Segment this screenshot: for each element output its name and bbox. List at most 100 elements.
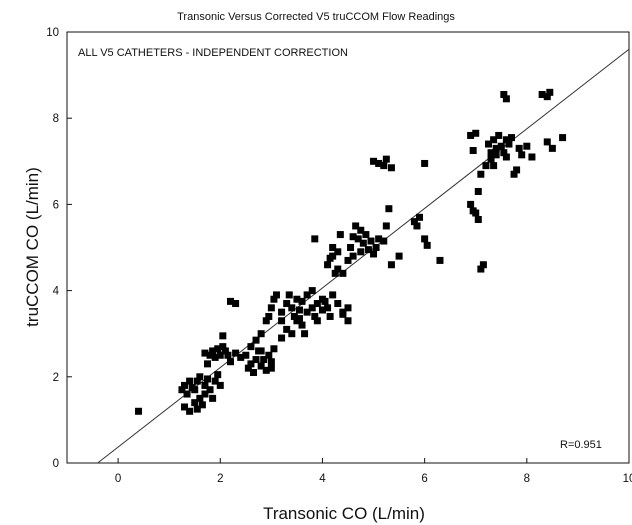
data-point	[410, 218, 418, 226]
data-point	[211, 353, 219, 361]
data-point	[324, 261, 332, 269]
data-point	[201, 390, 209, 398]
data-point	[193, 405, 201, 413]
data-point	[206, 386, 214, 394]
data-point	[490, 136, 498, 144]
data-point	[344, 317, 352, 325]
data-point	[242, 351, 250, 359]
data-point	[329, 252, 337, 260]
data-point	[265, 312, 273, 320]
x-tick-label: 2	[217, 473, 223, 485]
x-tick-label: 0	[115, 473, 121, 485]
data-point	[298, 321, 306, 329]
data-point	[497, 142, 505, 150]
data-point	[477, 265, 485, 273]
data-point	[196, 373, 204, 381]
data-point	[267, 358, 275, 366]
data-point	[387, 261, 395, 269]
data-point	[490, 162, 498, 170]
data-point	[298, 297, 306, 305]
x-axis-ticks: 0 2 4 6 8 10	[115, 458, 632, 485]
data-point	[247, 360, 255, 368]
data-point	[313, 317, 321, 325]
data-point	[191, 399, 199, 407]
data-point	[290, 312, 298, 320]
data-point	[559, 134, 567, 142]
data-point	[191, 386, 199, 394]
data-point	[334, 265, 342, 273]
data-point	[249, 368, 257, 376]
data-point	[181, 403, 189, 411]
data-point	[237, 353, 245, 361]
data-point	[267, 364, 275, 372]
data-point	[492, 144, 500, 152]
data-point	[357, 248, 365, 256]
data-point	[505, 140, 513, 148]
data-point	[367, 237, 375, 245]
data-point	[482, 162, 490, 170]
data-point	[201, 349, 209, 357]
data-point	[204, 375, 211, 383]
data-point	[224, 351, 232, 359]
data-point	[219, 343, 227, 351]
data-point	[232, 349, 240, 357]
data-point	[267, 304, 275, 312]
data-point	[288, 330, 296, 338]
data-point	[515, 144, 523, 152]
data-point	[375, 235, 383, 243]
data-point	[354, 235, 362, 243]
data-point	[321, 297, 329, 305]
data-point	[543, 93, 551, 101]
data-point	[186, 377, 194, 385]
data-point	[216, 351, 224, 359]
data-point	[421, 159, 429, 167]
y-tick-label: 0	[53, 458, 59, 470]
data-point	[352, 222, 360, 230]
data-point	[301, 330, 309, 338]
data-point	[502, 95, 510, 103]
data-point	[247, 343, 255, 351]
data-point	[293, 295, 301, 303]
data-point	[209, 347, 217, 355]
data-point	[135, 407, 143, 415]
data-point	[472, 209, 480, 217]
data-point	[311, 312, 319, 320]
data-point	[334, 300, 342, 308]
data-point	[546, 88, 554, 96]
data-point	[334, 248, 342, 256]
data-point	[339, 269, 347, 277]
x-tick-label: 10	[623, 473, 632, 485]
data-point	[502, 136, 510, 144]
data-point	[285, 291, 293, 299]
data-point	[479, 261, 487, 269]
x-axis-label: Transonic CO (L/min)	[263, 504, 425, 523]
data-point	[329, 244, 337, 251]
data-point	[413, 222, 421, 230]
data-point	[472, 129, 480, 137]
data-point	[543, 138, 551, 146]
data-point	[206, 351, 214, 359]
data-point	[262, 366, 270, 374]
data-point	[518, 151, 526, 159]
data-point	[211, 377, 219, 385]
data-point	[344, 256, 352, 264]
data-point	[252, 356, 260, 364]
data-point	[283, 325, 291, 333]
data-point	[421, 235, 429, 243]
data-point	[485, 140, 492, 148]
data-point	[362, 231, 370, 239]
data-point	[226, 358, 234, 366]
data-point	[295, 315, 303, 323]
data-point	[183, 390, 191, 398]
data-point	[385, 205, 393, 213]
data-point	[510, 170, 518, 178]
plot-annotation: ALL V5 CATHETERS - INDEPENDENT CORRECTIO…	[78, 47, 348, 59]
data-points	[135, 88, 567, 415]
data-point	[219, 332, 227, 340]
data-point	[357, 226, 365, 234]
data-point	[538, 90, 546, 98]
data-point	[495, 131, 503, 139]
data-point	[198, 401, 206, 409]
data-point	[469, 147, 477, 155]
data-point	[181, 381, 189, 389]
